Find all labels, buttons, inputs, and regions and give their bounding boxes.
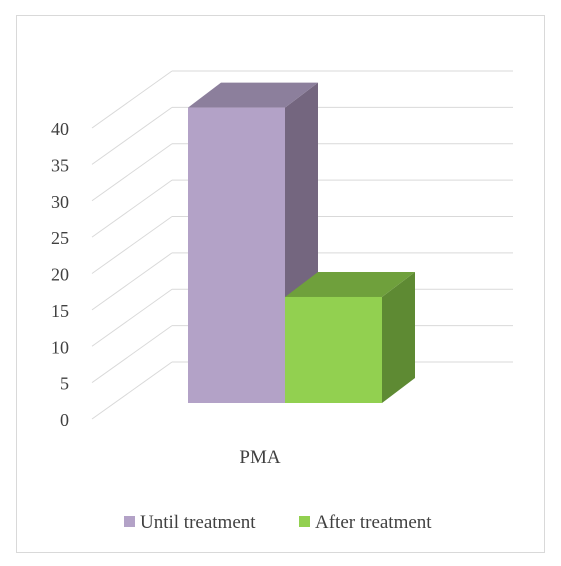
legend: Until treatment After treatment — [124, 512, 432, 533]
bar-side-face — [382, 271, 415, 403]
gridline-side-0 — [91, 361, 173, 420]
gridline-side-1 — [91, 325, 173, 384]
legend-label: Until treatment — [140, 512, 256, 533]
y-tick-label: 20 — [51, 265, 69, 285]
gridline-side-8 — [91, 70, 173, 129]
y-tick-label: 0 — [60, 410, 69, 430]
y-tick-label: 25 — [51, 228, 69, 248]
gridline-side-4 — [91, 216, 173, 274]
y-tick-label: 35 — [51, 155, 69, 175]
legend-item: Until treatment — [124, 512, 256, 533]
bar-after-treatment — [285, 271, 415, 403]
bar-top-face — [188, 82, 318, 108]
x-category-label: PMA — [239, 447, 280, 468]
legend-swatch — [124, 516, 135, 527]
bar-front-face — [188, 107, 285, 403]
bar-until-treatment — [188, 82, 318, 403]
y-tick-label: 40 — [51, 119, 69, 139]
legend-label: After treatment — [315, 512, 432, 533]
category-labels: PMA — [239, 447, 280, 468]
gridline-side-2 — [91, 288, 173, 347]
bars — [188, 82, 415, 403]
bar-top-face — [285, 271, 415, 297]
gridline-side-5 — [91, 179, 173, 238]
y-tick-label: 15 — [51, 301, 69, 321]
y-tick-label: 10 — [51, 337, 69, 357]
y-tick-label: 5 — [60, 374, 69, 394]
gridline-side-3 — [91, 252, 173, 311]
bar-front-face — [285, 296, 382, 403]
y-axis-tick-labels: 0 5 10 15 20 25 30 35 40 — [51, 119, 69, 430]
gridline-side-7 — [91, 106, 173, 165]
legend-item: After treatment — [299, 512, 432, 533]
legend-swatch — [299, 516, 310, 527]
gridline-side-6 — [91, 143, 173, 202]
y-tick-label: 30 — [51, 192, 69, 212]
